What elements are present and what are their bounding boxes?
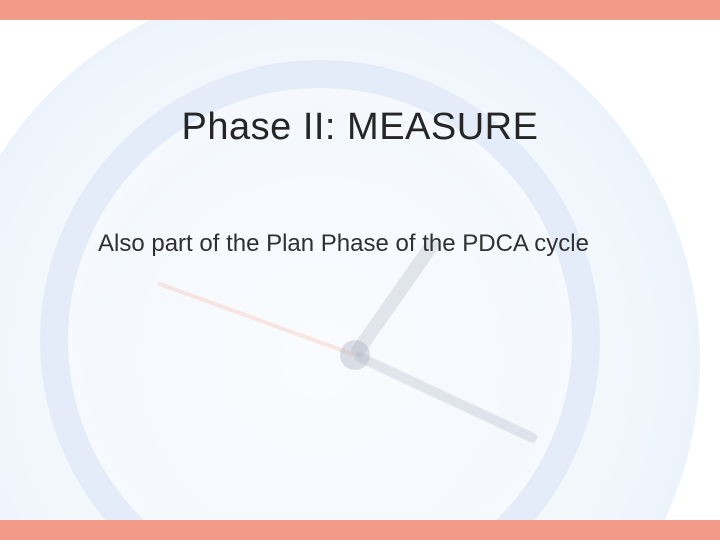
content-area: Phase II: MEASURE Also part of the Plan … bbox=[0, 20, 720, 520]
slide-subtitle: Also part of the Plan Phase of the PDCA … bbox=[98, 228, 638, 260]
top-border-bar bbox=[0, 0, 720, 20]
slide: Phase II: MEASURE Also part of the Plan … bbox=[0, 0, 720, 540]
bottom-border-bar bbox=[0, 520, 720, 540]
slide-title: Phase II: MEASURE bbox=[0, 106, 720, 149]
